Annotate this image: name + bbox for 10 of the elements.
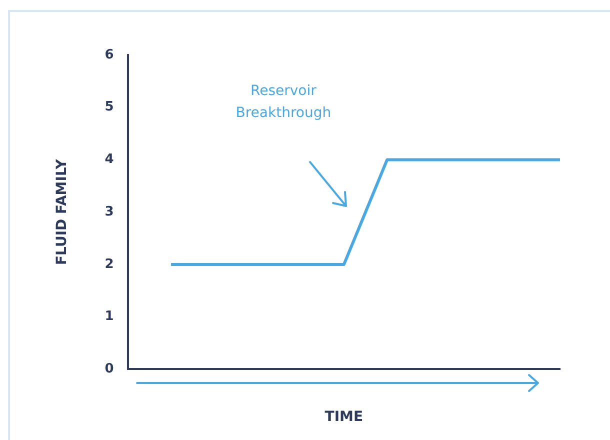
x-axis-title: TIME [324, 409, 364, 426]
y-tick-label: 5 [104, 100, 114, 115]
y-tick-label: 1 [104, 309, 114, 324]
y-axis-title: FLUID FAMILY [54, 158, 70, 266]
y-tick-label: 4 [104, 152, 114, 168]
y-tick-label: 3 [104, 204, 114, 220]
annotation: Reservoir Breakthrough [236, 82, 332, 121]
y-tick-label: 2 [104, 256, 114, 272]
y-tick-label: 0 [104, 362, 114, 377]
y-tick-label: 6 [104, 47, 114, 62]
